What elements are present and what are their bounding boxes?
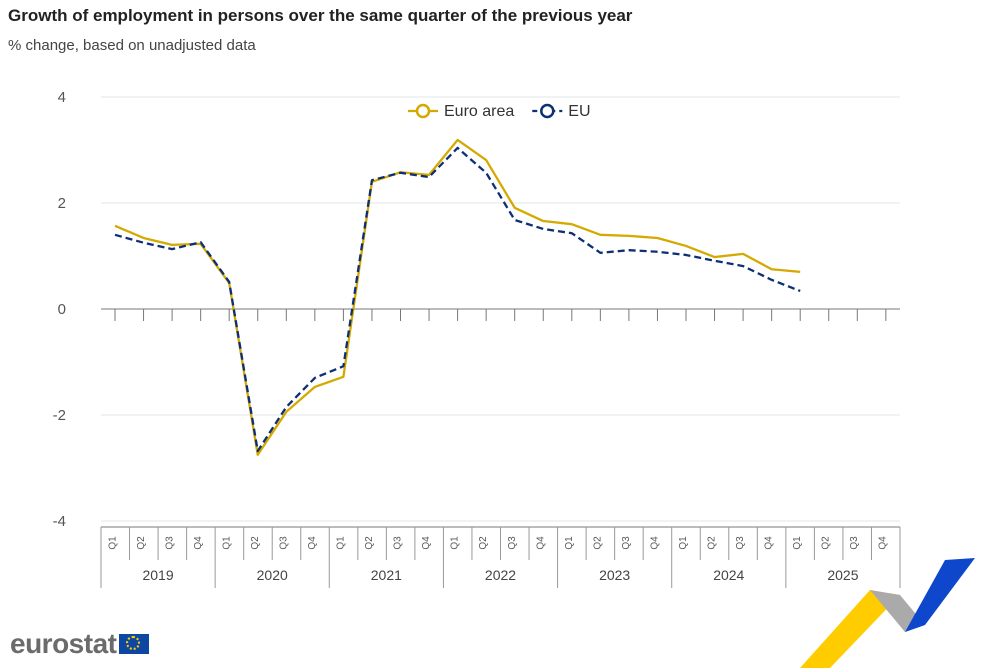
y-tick-label: -2 <box>53 407 66 424</box>
series-line-eu <box>114 146 801 453</box>
x-tick-label-quarter: Q4 <box>307 536 318 550</box>
x-tick-label-quarter: Q4 <box>535 536 546 550</box>
y-tick-label: 2 <box>58 195 66 212</box>
eurostat-logo: eurostat <box>10 628 150 660</box>
x-tick-label-quarter: Q4 <box>193 536 204 550</box>
x-tick-label-year: 2019 <box>142 567 173 583</box>
legend-label: EU <box>568 103 590 120</box>
x-tick-label-quarter: Q3 <box>393 536 404 550</box>
x-tick-label-year: 2025 <box>827 567 858 583</box>
legend-marker-icon <box>540 103 555 119</box>
chart-subtitle: % change, based on unadjusted data <box>8 37 256 54</box>
x-tick-label-quarter: Q2 <box>478 536 489 550</box>
logo-swoosh-yellow <box>800 590 900 668</box>
y-tick-label: -4 <box>53 513 66 530</box>
x-tick-label-quarter: Q2 <box>592 536 603 550</box>
x-tick-label-year: 2022 <box>485 567 516 583</box>
x-tick-label-quarter: Q3 <box>849 536 860 550</box>
x-tick-label-quarter: Q4 <box>764 536 775 550</box>
series-line-euro-area <box>114 138 801 456</box>
chart-title: Growth of employment in persons over the… <box>8 6 633 25</box>
x-tick-label-quarter: Q1 <box>564 536 575 550</box>
x-tick-label-quarter: Q3 <box>164 536 175 550</box>
x-tick-label-year: 2024 <box>713 567 744 583</box>
x-tick-label-quarter: Q1 <box>336 536 347 550</box>
x-tick-label-quarter: Q1 <box>792 536 803 550</box>
x-tick-label-quarter: Q2 <box>364 536 375 550</box>
logo-swoosh-blue <box>905 558 975 632</box>
x-tick-label-year: 2023 <box>599 567 630 583</box>
x-tick-label-year: 2020 <box>257 567 288 583</box>
x-tick-label-quarter: Q3 <box>735 536 746 550</box>
x-tick-label-quarter: Q2 <box>707 536 718 550</box>
x-tick-label-quarter: Q4 <box>878 536 889 550</box>
x-tick-label-quarter: Q2 <box>136 536 147 550</box>
eu-flag-icon <box>119 634 150 654</box>
x-tick-label-year: 2021 <box>371 567 402 583</box>
x-tick-label-quarter: Q3 <box>278 536 289 550</box>
legend-label: Euro area <box>444 103 514 120</box>
x-tick-label-quarter: Q1 <box>221 536 232 550</box>
x-tick-label-quarter: Q4 <box>649 536 660 550</box>
y-tick-label: 0 <box>58 301 66 318</box>
legend-marker-icon <box>415 103 431 119</box>
x-tick-label-quarter: Q1 <box>107 536 118 550</box>
x-tick-label-quarter: Q1 <box>450 536 461 550</box>
y-tick-label: 4 <box>58 89 66 106</box>
x-tick-label-quarter: Q3 <box>507 536 518 550</box>
x-tick-label-quarter: Q2 <box>250 536 261 550</box>
x-tick-label-quarter: Q1 <box>678 536 689 550</box>
x-tick-label-quarter: Q4 <box>421 536 432 550</box>
x-tick-label-quarter: Q2 <box>821 536 832 550</box>
x-tick-label-quarter: Q3 <box>621 536 632 550</box>
